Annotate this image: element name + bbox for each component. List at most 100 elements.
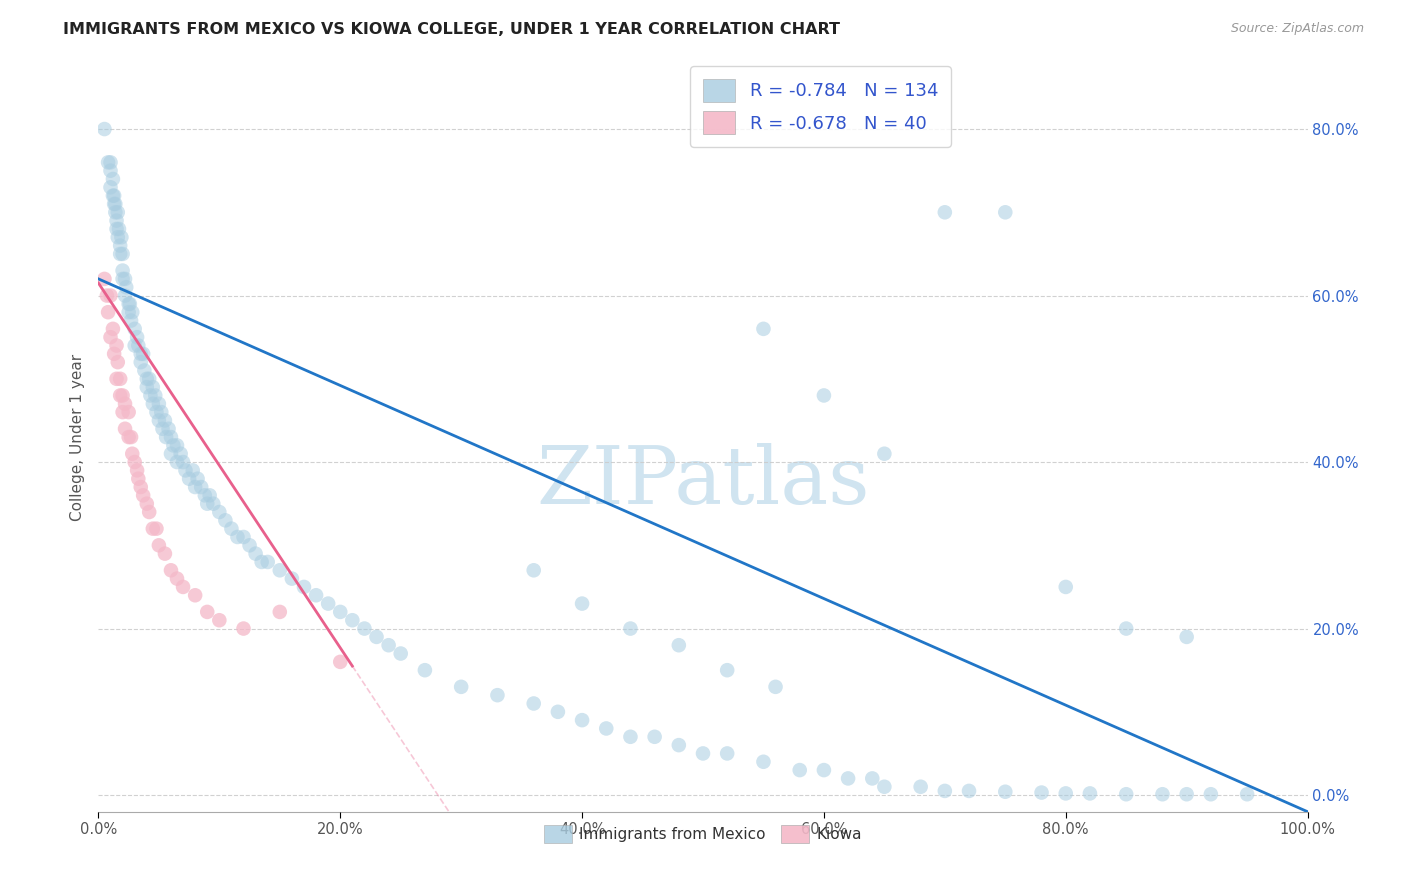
Point: [198, 488, 221, 502]
Point: [93, 272, 115, 286]
Point: [166, 438, 188, 452]
Point: [143, 388, 166, 402]
Point: [127, 338, 149, 352]
Point: [1152, 787, 1174, 801]
Point: [166, 455, 188, 469]
Text: Source: ZipAtlas.com: Source: ZipAtlas.com: [1230, 22, 1364, 36]
Point: [172, 580, 194, 594]
Point: [184, 480, 207, 494]
Point: [245, 547, 267, 561]
Point: [148, 397, 170, 411]
Point: [1175, 630, 1198, 644]
Point: [160, 563, 183, 577]
Point: [190, 480, 212, 494]
Point: [789, 763, 811, 777]
Point: [124, 322, 146, 336]
Point: [100, 288, 122, 302]
Point: [994, 785, 1017, 799]
Point: [105, 213, 128, 227]
Point: [107, 355, 129, 369]
Point: [860, 772, 883, 786]
Point: [668, 738, 690, 752]
Point: [127, 463, 149, 477]
Point: [281, 572, 304, 586]
Point: [153, 413, 176, 427]
Y-axis label: College, Under 1 year: College, Under 1 year: [70, 353, 86, 521]
Point: [250, 555, 273, 569]
Point: [135, 380, 157, 394]
Point: [547, 705, 569, 719]
Point: [160, 447, 183, 461]
Point: [837, 772, 859, 786]
Point: [1054, 786, 1077, 800]
Point: [1115, 787, 1137, 801]
Point: [142, 522, 165, 536]
Point: [214, 513, 236, 527]
Point: [114, 288, 136, 302]
Point: [523, 697, 546, 711]
Point: [127, 330, 149, 344]
Point: [135, 372, 157, 386]
Point: [152, 422, 174, 436]
Point: [166, 572, 188, 586]
Point: [111, 263, 134, 277]
Point: [765, 680, 787, 694]
Point: [187, 472, 209, 486]
Point: [100, 163, 122, 178]
Point: [239, 538, 262, 552]
Point: [208, 505, 231, 519]
Point: [134, 363, 156, 377]
Point: [413, 663, 436, 677]
Point: [142, 380, 165, 394]
Point: [138, 372, 160, 386]
Point: [179, 472, 201, 486]
Point: [194, 488, 217, 502]
Point: [813, 763, 835, 777]
Point: [100, 180, 122, 194]
Point: [160, 430, 183, 444]
Point: [813, 388, 835, 402]
Point: [329, 655, 352, 669]
Point: [108, 388, 131, 402]
Point: [129, 480, 152, 494]
Point: [104, 197, 127, 211]
Point: [118, 305, 141, 319]
Point: [101, 172, 124, 186]
Point: [1054, 580, 1077, 594]
Point: [169, 447, 191, 461]
Point: [104, 205, 127, 219]
Text: IMMIGRANTS FROM MEXICO VS KIOWA COLLEGE, UNDER 1 YEAR CORRELATION CHART: IMMIGRANTS FROM MEXICO VS KIOWA COLLEGE,…: [63, 22, 841, 37]
Point: [269, 563, 291, 577]
Point: [118, 297, 141, 311]
Point: [150, 405, 173, 419]
Text: ZIPatlas: ZIPatlas: [536, 443, 870, 521]
Point: [232, 622, 254, 636]
Point: [668, 638, 690, 652]
Point: [232, 530, 254, 544]
Point: [148, 538, 170, 552]
Point: [108, 222, 131, 236]
Point: [101, 322, 124, 336]
Point: [523, 563, 546, 577]
Point: [118, 430, 141, 444]
Point: [1031, 786, 1053, 800]
Point: [153, 547, 176, 561]
Point: [111, 388, 134, 402]
Point: [377, 638, 399, 652]
Point: [114, 422, 136, 436]
Point: [716, 747, 738, 761]
Point: [103, 188, 125, 202]
Point: [208, 613, 231, 627]
Point: [1115, 622, 1137, 636]
Point: [305, 588, 328, 602]
Point: [910, 780, 932, 794]
Point: [108, 238, 131, 252]
Point: [110, 230, 132, 244]
Point: [107, 230, 129, 244]
Point: [256, 555, 278, 569]
Point: [174, 463, 197, 477]
Point: [221, 522, 243, 536]
Point: [873, 780, 896, 794]
Point: [366, 630, 388, 644]
Point: [127, 472, 149, 486]
